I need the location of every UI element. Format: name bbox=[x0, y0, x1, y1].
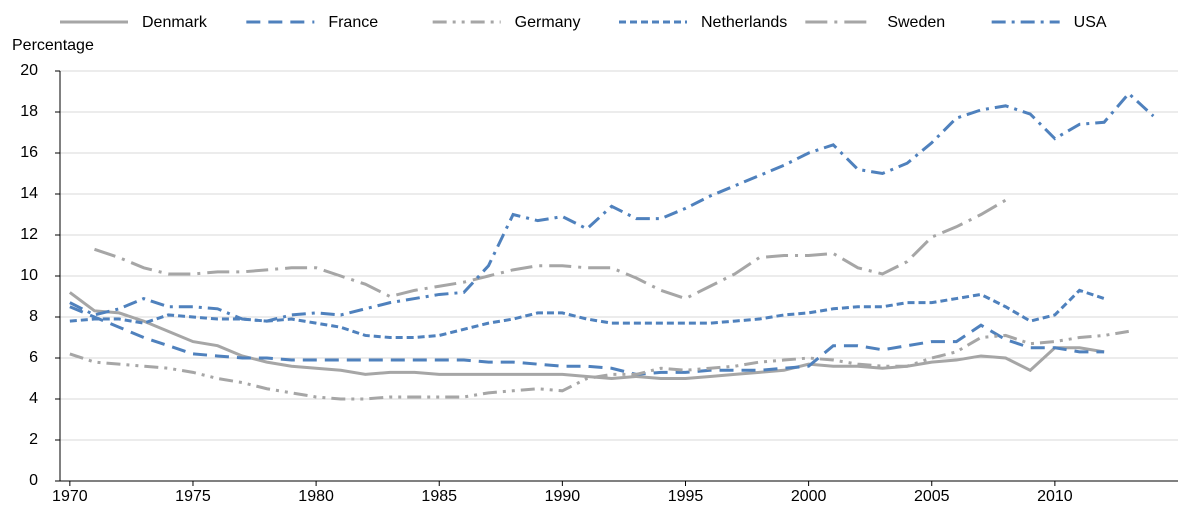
x-tick-label: 1985 bbox=[421, 488, 457, 505]
series-line bbox=[69, 329, 1129, 401]
y-tick-label: 20 bbox=[20, 62, 38, 79]
x-tick-label: 1975 bbox=[175, 488, 211, 505]
x-tick-label: 2000 bbox=[791, 488, 827, 505]
x-tick-label: 2005 bbox=[914, 488, 950, 505]
legend-label: Sweden bbox=[887, 14, 945, 31]
x-tick-label: 1990 bbox=[545, 488, 581, 505]
series-line bbox=[94, 198, 1007, 301]
series-line bbox=[69, 305, 1105, 376]
series-line bbox=[68, 291, 1105, 381]
y-tick-label: 18 bbox=[20, 103, 38, 120]
legend-label: Netherlands bbox=[701, 14, 787, 31]
legend-label: Denmark bbox=[142, 14, 208, 31]
y-tick-label: 4 bbox=[29, 390, 38, 407]
y-axis-label: Percentage bbox=[12, 37, 94, 54]
x-tick-label: 1970 bbox=[52, 488, 88, 505]
legend-label: Germany bbox=[515, 14, 581, 31]
series-line bbox=[69, 91, 1155, 323]
y-tick-label: 0 bbox=[29, 472, 38, 489]
legend-label: USA bbox=[1074, 14, 1107, 31]
series-line bbox=[69, 288, 1105, 339]
y-tick-label: 14 bbox=[20, 185, 38, 202]
y-tick-label: 12 bbox=[20, 226, 38, 243]
y-tick-label: 6 bbox=[29, 349, 38, 366]
y-tick-label: 16 bbox=[20, 144, 38, 161]
y-tick-label: 2 bbox=[29, 431, 38, 448]
x-tick-label: 1980 bbox=[298, 488, 334, 505]
legend-label: France bbox=[328, 14, 378, 31]
x-tick-label: 2010 bbox=[1037, 488, 1073, 505]
x-tick-label: 1995 bbox=[668, 488, 704, 505]
y-tick-label: 10 bbox=[20, 267, 38, 284]
y-tick-label: 8 bbox=[29, 308, 38, 325]
